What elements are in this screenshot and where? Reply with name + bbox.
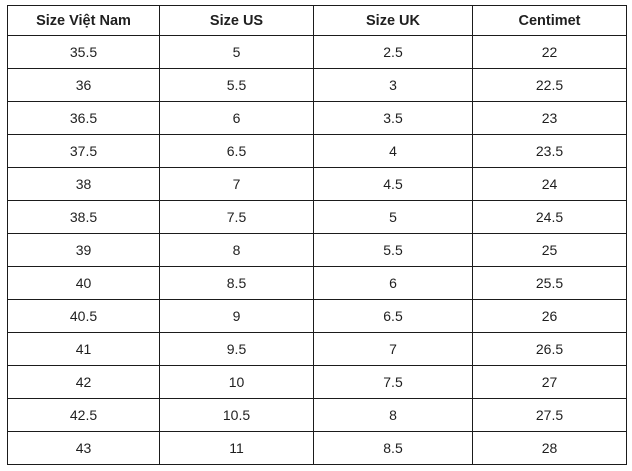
column-header: Size US <box>159 5 314 36</box>
table-cell: 8 <box>159 233 314 267</box>
table-row: 36.5 6 3.5 23 <box>7 101 627 135</box>
table-cell: 3.5 <box>313 101 473 135</box>
table-cell: 3 <box>313 68 473 102</box>
table-cell: 7.5 <box>159 200 314 234</box>
table-cell: 37.5 <box>7 134 160 168</box>
table-body: 35.5 5 2.5 22 36 5.5 3 22.5 36.5 6 3.5 23 37.5 6.5 4 23… <box>7 35 627 465</box>
table-cell: 36 <box>7 68 160 102</box>
table-cell: 39 <box>7 233 160 267</box>
table-cell: 7.5 <box>313 365 473 399</box>
table-cell: 4 <box>313 134 473 168</box>
table-cell: 43 <box>7 431 160 465</box>
table-cell: 27.5 <box>472 398 627 432</box>
table-cell: 35.5 <box>7 35 160 69</box>
table-row: 37.5 6.5 4 23.5 <box>7 134 627 168</box>
table-cell: 11 <box>159 431 314 465</box>
table-cell: 6 <box>159 101 314 135</box>
table-row: 40 8.5 6 25.5 <box>7 266 627 300</box>
table-cell: 9.5 <box>159 332 314 366</box>
table-cell: 36.5 <box>7 101 160 135</box>
table-cell: 6.5 <box>313 299 473 333</box>
table-cell: 5.5 <box>313 233 473 267</box>
table-row: 38 7 4.5 24 <box>7 167 627 201</box>
column-header: Size UK <box>313 5 473 36</box>
table-cell: 8.5 <box>313 431 473 465</box>
table-cell: 27 <box>472 365 627 399</box>
table-cell: 42 <box>7 365 160 399</box>
table-row: 39 8 5.5 25 <box>7 233 627 267</box>
column-header: Size Việt Nam <box>7 5 160 36</box>
header-row: Size Việt Nam Size US Size UK Centimet <box>7 5 627 36</box>
table-row: 41 9.5 7 26.5 <box>7 332 627 366</box>
table-row: 35.5 5 2.5 22 <box>7 35 627 69</box>
table-cell: 4.5 <box>313 167 473 201</box>
table-row: 36 5.5 3 22.5 <box>7 68 627 102</box>
table-row: 42 10 7.5 27 <box>7 365 627 399</box>
table-cell: 42.5 <box>7 398 160 432</box>
table-cell: 10.5 <box>159 398 314 432</box>
table-cell: 25.5 <box>472 266 627 300</box>
table-cell: 5 <box>159 35 314 69</box>
table-cell: 24.5 <box>472 200 627 234</box>
table-cell: 26 <box>472 299 627 333</box>
table-cell: 23.5 <box>472 134 627 168</box>
table-cell: 25 <box>472 233 627 267</box>
column-header: Centimet <box>472 5 627 36</box>
table-cell: 24 <box>472 167 627 201</box>
table-cell: 22 <box>472 35 627 69</box>
table-row: 38.5 7.5 5 24.5 <box>7 200 627 234</box>
table-cell: 9 <box>159 299 314 333</box>
table-cell: 23 <box>472 101 627 135</box>
table-cell: 38 <box>7 167 160 201</box>
table-cell: 6 <box>313 266 473 300</box>
table-cell: 2.5 <box>313 35 473 69</box>
table-cell: 26.5 <box>472 332 627 366</box>
table-cell: 7 <box>159 167 314 201</box>
table-cell: 40 <box>7 266 160 300</box>
size-conversion-table: Size Việt Nam Size US Size UK Centimet 35.5… <box>7 5 627 465</box>
table-header: Size Việt Nam Size US Size UK Centimet <box>7 5 627 36</box>
table-cell: 6.5 <box>159 134 314 168</box>
table-cell: 10 <box>159 365 314 399</box>
table-cell: 22.5 <box>472 68 627 102</box>
table-cell: 28 <box>472 431 627 465</box>
table-cell: 5 <box>313 200 473 234</box>
table-cell: 8 <box>313 398 473 432</box>
table-row: 40.5 9 6.5 26 <box>7 299 627 333</box>
table-cell: 5.5 <box>159 68 314 102</box>
table-row: 42.5 10.5 8 27.5 <box>7 398 627 432</box>
table-cell: 40.5 <box>7 299 160 333</box>
table-cell: 41 <box>7 332 160 366</box>
table-cell: 8.5 <box>159 266 314 300</box>
table-cell: 38.5 <box>7 200 160 234</box>
table-cell: 7 <box>313 332 473 366</box>
table-row: 43 11 8.5 28 <box>7 431 627 465</box>
